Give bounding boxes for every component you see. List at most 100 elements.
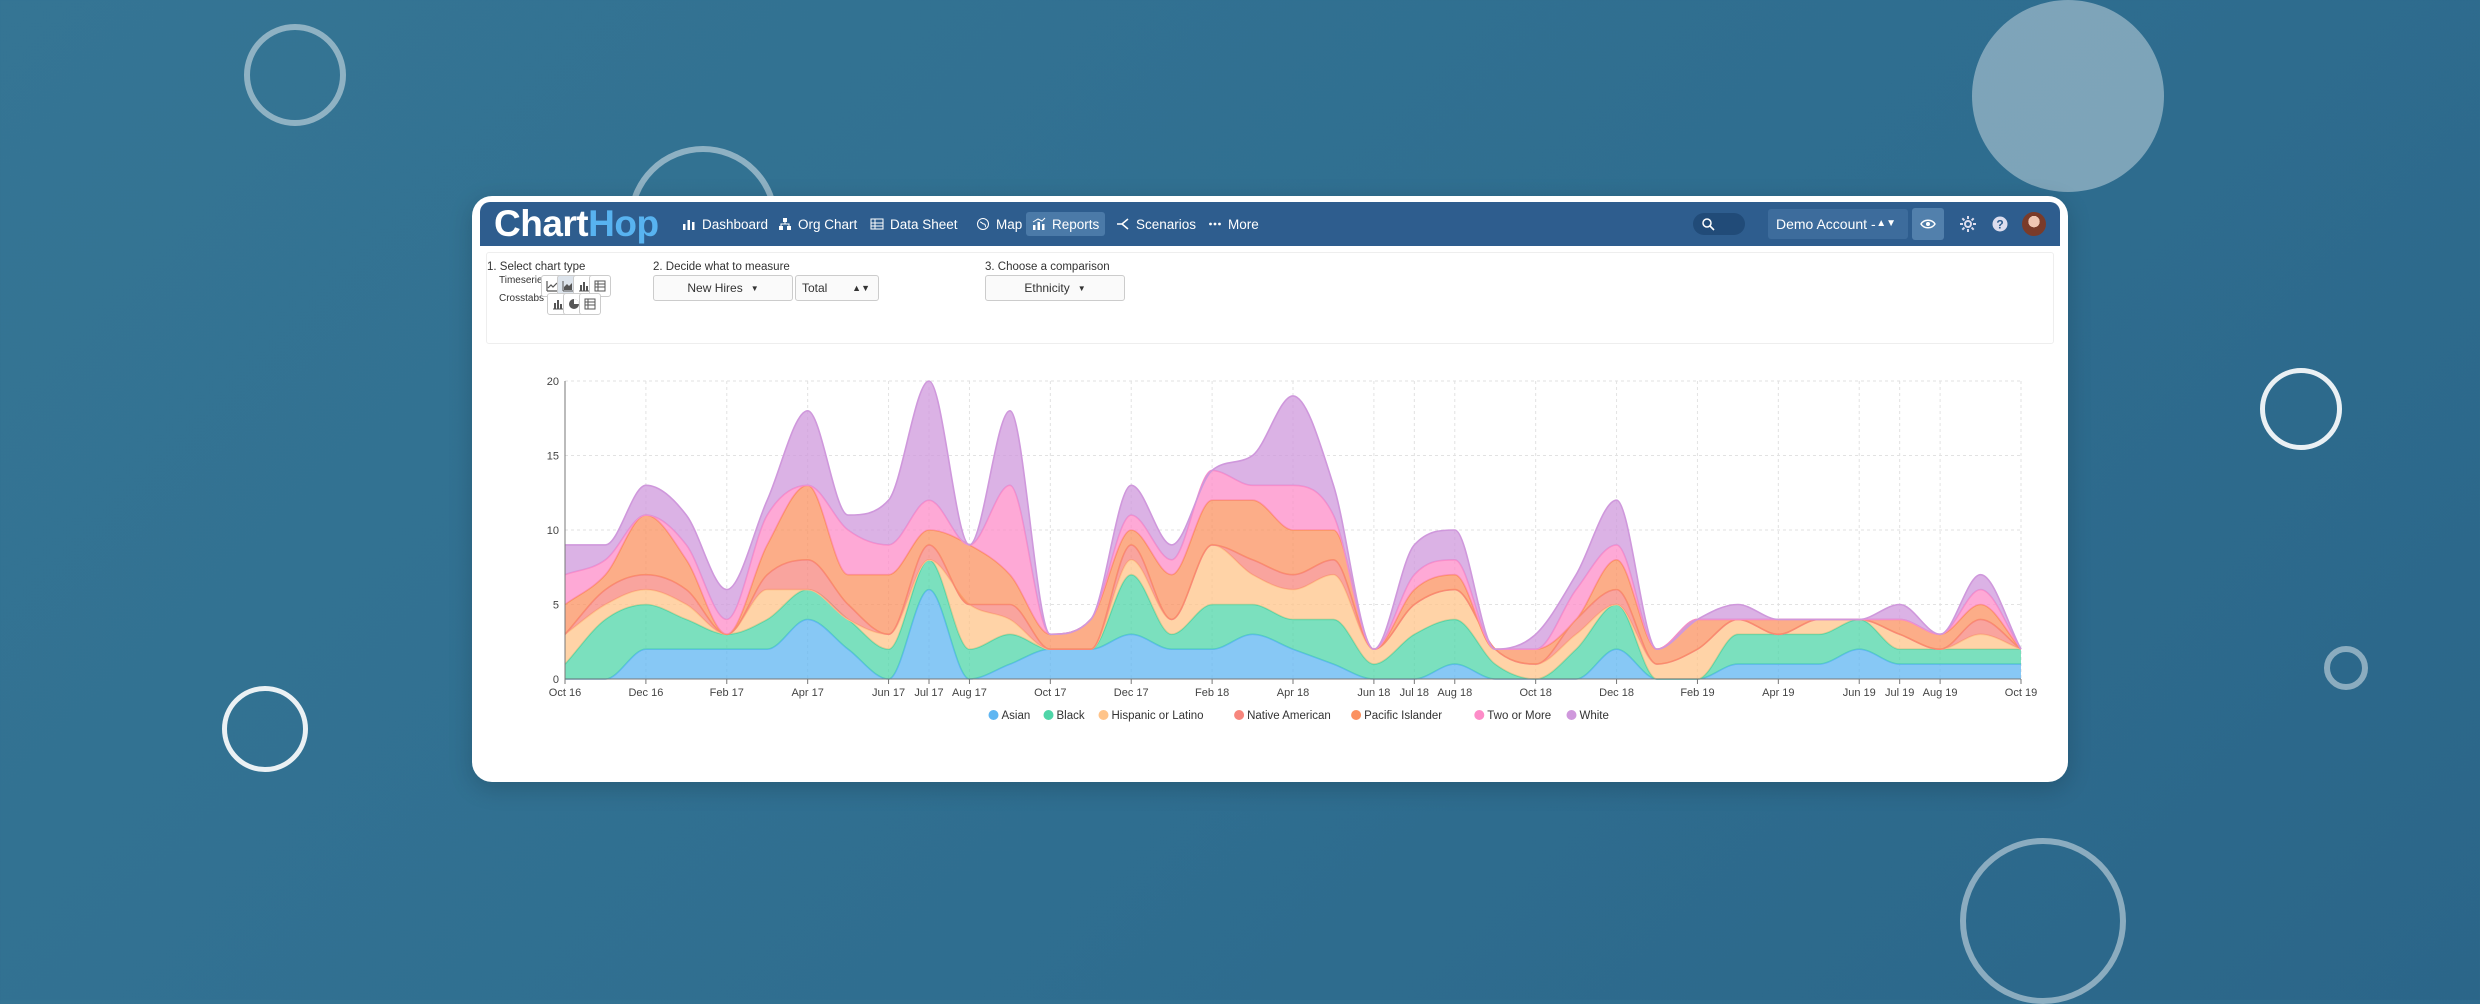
legend-item-black[interactable]: Black	[1043, 710, 1085, 722]
chart-areas	[564, 380, 2022, 680]
measure-dropdown[interactable]: New Hires ▼	[653, 275, 793, 301]
x-tick-label: Apr 18	[1277, 687, 1309, 699]
measure-value: New Hires	[687, 281, 743, 295]
aggregate-value: Total	[802, 281, 828, 295]
x-tick-label: Dec 16	[628, 687, 663, 699]
help-icon[interactable]: ?	[1990, 214, 2010, 234]
y-tick-label: 15	[547, 451, 559, 463]
x-tick-label: Feb 18	[1195, 687, 1229, 699]
x-tick-label: Dec 18	[1599, 687, 1634, 699]
x-tick-label: Aug 18	[1437, 687, 1472, 699]
app-window: ChartHop Dashboard Org Chart Data Sheet …	[472, 196, 2068, 782]
crosstabs-label: Crosstabs	[499, 293, 545, 304]
x-tick-label: Apr 19	[1762, 687, 1794, 699]
report-controls: 1. Select chart type Timeseries Crosstab…	[486, 252, 2054, 344]
nav-label: Scenarios	[1136, 216, 1197, 232]
x-tick-label: Oct 16	[549, 687, 581, 699]
decorative-circle	[1960, 838, 2126, 1004]
charthop-logo[interactable]: ChartHop	[494, 203, 659, 244]
decorative-circle	[2260, 368, 2342, 450]
decorative-circle	[244, 24, 346, 126]
bar-chart-icon	[579, 282, 589, 292]
legend-swatch	[1043, 710, 1054, 720]
nav-dashboard[interactable]: Dashboard	[676, 212, 774, 236]
more-icon	[1209, 222, 1221, 226]
legend-item-hispanic-or-latino[interactable]: Hispanic or Latino	[1098, 710, 1204, 722]
x-tick-label: Jul 19	[1885, 687, 1914, 699]
account-selector[interactable]: Demo Account - ▲▼	[1768, 209, 1908, 239]
legend-label: Black	[1057, 710, 1085, 722]
decorative-circle	[222, 686, 308, 772]
y-tick-label: 20	[547, 376, 559, 388]
x-tick-label: Oct 18	[1519, 687, 1551, 699]
view-as-button[interactable]	[1912, 208, 1944, 240]
table-icon	[594, 280, 606, 292]
legend-item-pacific-islander[interactable]: Pacific Islander	[1351, 710, 1442, 722]
nav-data-sheet[interactable]: Data Sheet	[864, 212, 964, 236]
legend-swatch	[1234, 710, 1245, 720]
table-icon	[870, 218, 884, 230]
nav-org-chart[interactable]: Org Chart	[772, 212, 863, 236]
x-tick-label: Jun 19	[1843, 687, 1876, 699]
search-toggle[interactable]	[1693, 213, 1745, 235]
step3-label: 3. Choose a comparison	[985, 261, 1110, 273]
step1-label: 1. Select chart type	[487, 261, 586, 273]
chart-legend: Asian Black Hispanic or Latino Native Ameri…	[988, 710, 1609, 722]
area-white	[565, 381, 2021, 650]
area-chart-icon	[562, 281, 573, 292]
legend-swatch	[1098, 710, 1109, 720]
pie-chart-icon	[569, 299, 579, 309]
crosstab-table-button[interactable]	[579, 293, 601, 315]
x-tick-label: Oct 17	[1034, 687, 1066, 699]
eye-icon	[1920, 219, 1936, 229]
updown-icon: ▲▼	[1876, 218, 1896, 229]
decorative-disc	[1972, 0, 2164, 192]
nav-scenarios[interactable]: Scenarios	[1110, 212, 1202, 236]
decorative-circle	[2324, 646, 2368, 690]
caret-down-icon: ▼	[750, 283, 759, 293]
legend-item-white[interactable]: White	[1566, 710, 1609, 722]
x-tick-label: Apr 17	[791, 687, 823, 699]
x-tick-label: Feb 19	[1680, 687, 1714, 699]
org-chart-icon	[779, 218, 791, 230]
y-tick-label: 10	[547, 525, 559, 537]
chart-axes: 0 5 10 15 20 Oct 16 Dec 16 Feb 17 Apr 17 Jun 17 Ju…	[547, 376, 2037, 699]
comparison-dropdown[interactable]: Ethnicity ▼	[985, 275, 1125, 301]
gear-icon[interactable]	[1958, 214, 1978, 234]
legend-swatch	[1474, 710, 1485, 720]
search-icon	[1702, 218, 1715, 231]
nav-map[interactable]: Map	[970, 212, 1028, 236]
x-tick-label: Aug 19	[1923, 687, 1958, 699]
table-view-button[interactable]	[589, 275, 611, 297]
legend-label: Asian	[1002, 710, 1031, 722]
x-tick-label: Jul 17	[914, 687, 943, 699]
legend-label: Two or More	[1487, 710, 1551, 722]
nav-more[interactable]: More	[1202, 212, 1265, 236]
legend-item-asian[interactable]: Asian	[988, 710, 1031, 722]
top-navigation-bar: ChartHop Dashboard Org Chart Data Sheet …	[480, 202, 2060, 246]
updown-icon: ▲▼	[852, 283, 870, 293]
x-tick-label: Oct 19	[2005, 687, 2037, 699]
nav-label: Map	[996, 216, 1023, 232]
area-asian	[565, 589, 2021, 679]
x-tick-label: Jun 18	[1357, 687, 1390, 699]
aggregate-select[interactable]: Total ▲▼	[795, 275, 879, 301]
nav-label: Org Chart	[798, 216, 858, 232]
stacked-area-chart: 0 5 10 15 20 Oct 16 Dec 16 Feb 17 Apr 17 Jun 17 Ju…	[547, 376, 2037, 722]
legend-label: Pacific Islander	[1364, 710, 1442, 722]
globe-icon	[977, 218, 989, 230]
nav-label: Data Sheet	[890, 216, 958, 232]
legend-item-native-american[interactable]: Native American	[1234, 710, 1331, 722]
legend-swatch	[1351, 710, 1362, 720]
comparison-value: Ethnicity	[1024, 281, 1070, 295]
nav-reports[interactable]: Reports	[1026, 212, 1106, 236]
area-two-or-more	[565, 470, 2021, 650]
user-avatar[interactable]	[2022, 212, 2046, 236]
stacked-bar-icon	[553, 300, 563, 310]
x-tick-label: Jul 18	[1400, 687, 1429, 699]
legend-label: White	[1580, 710, 1609, 722]
legend-item-two-or-more[interactable]: Two or More	[1474, 710, 1551, 722]
svg-text:?: ?	[1996, 218, 2003, 232]
nav-label: Dashboard	[702, 216, 769, 232]
x-tick-label: Aug 17	[952, 687, 987, 699]
